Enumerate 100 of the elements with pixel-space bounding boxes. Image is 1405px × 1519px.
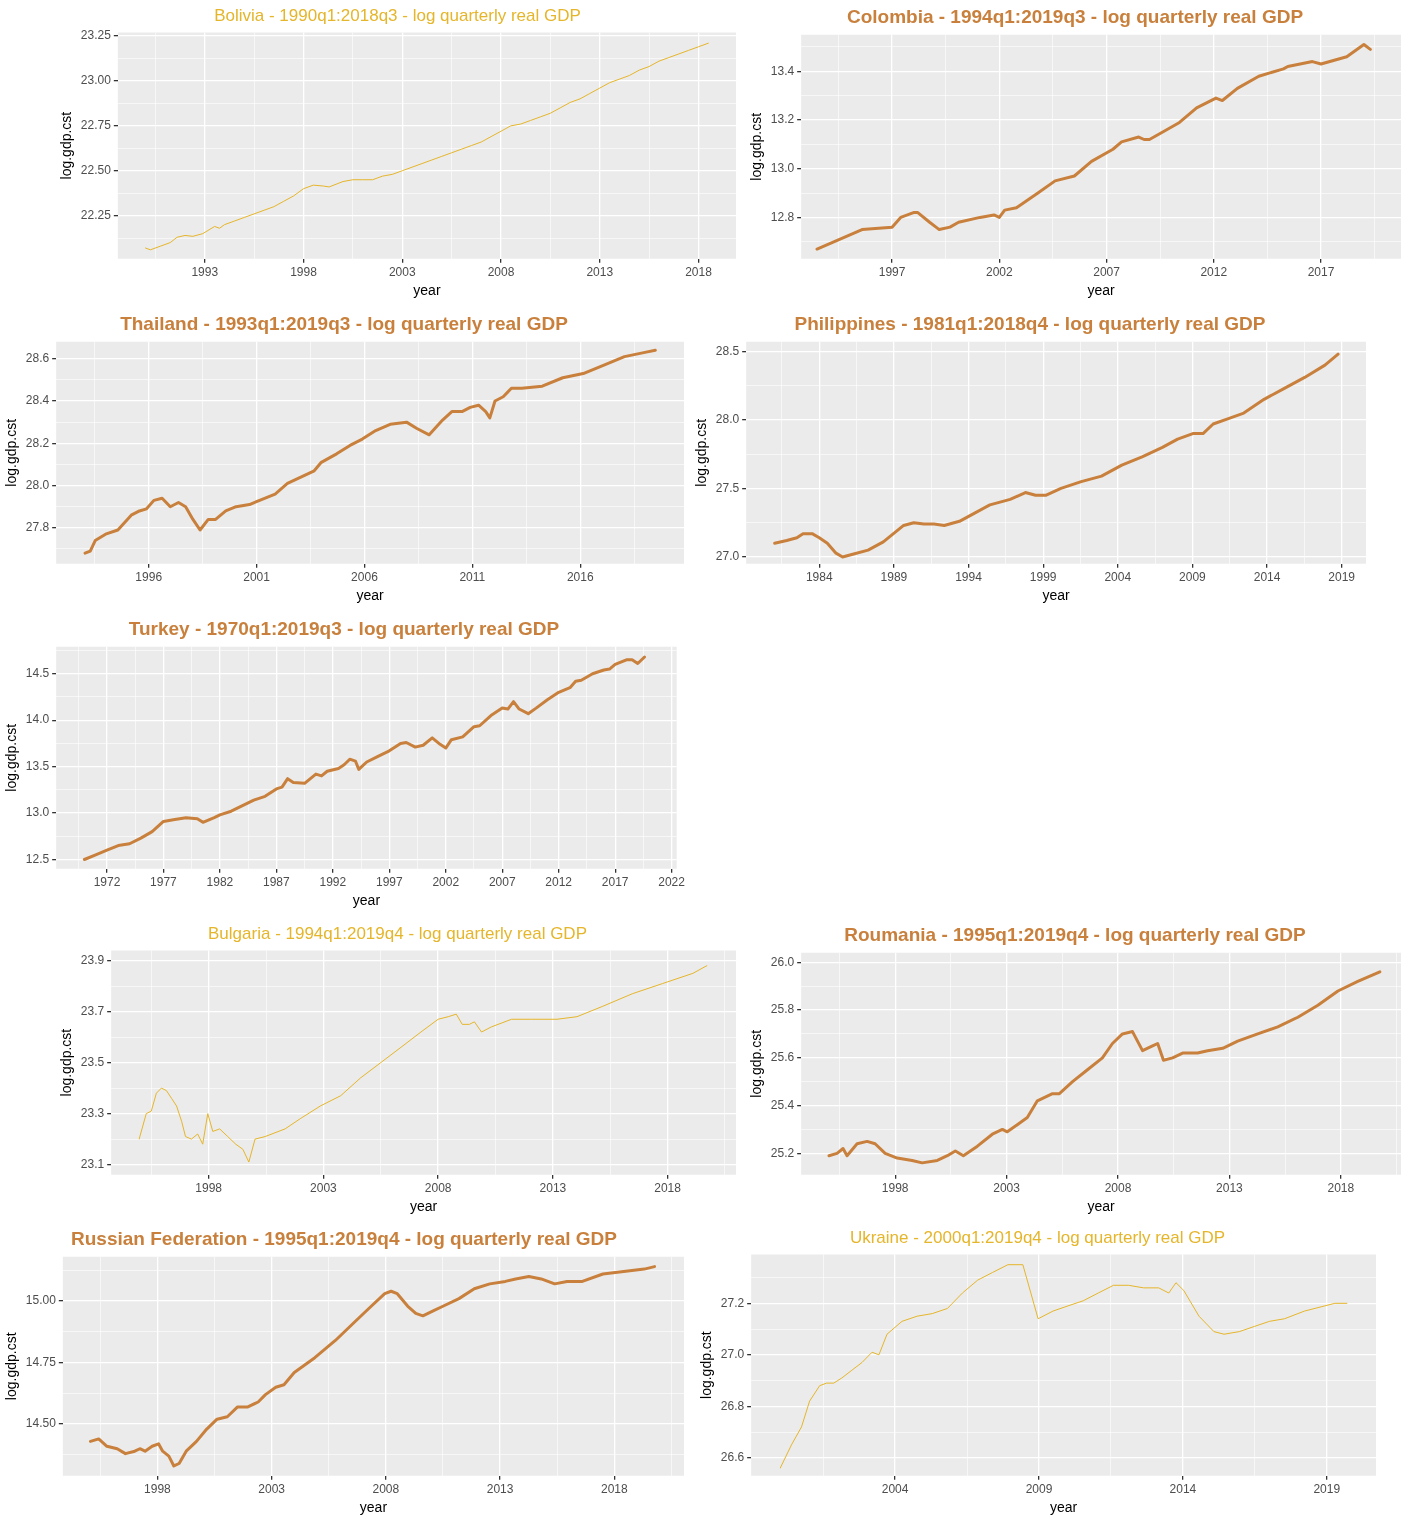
- x-tick-label: 1997: [878, 265, 906, 280]
- x-tick-label: 1994: [955, 570, 983, 585]
- x-tick-label: 2004: [1104, 570, 1132, 585]
- y-tick-label: 23.25: [80, 28, 112, 43]
- x-tick-label: 2003: [258, 1482, 286, 1497]
- y-tick-label: 28.4: [25, 393, 50, 408]
- y-tick-label: 28.6: [25, 351, 50, 366]
- x-tick-label: 2017: [601, 875, 629, 890]
- x-tick-label: 1987: [263, 875, 291, 890]
- x-axis-title: year: [1042, 587, 1071, 604]
- x-tick-label: 1996: [135, 570, 163, 585]
- y-tick-label: 26.0: [770, 954, 795, 969]
- y-tick-label: 26.8: [720, 1398, 745, 1413]
- y-tick-label: 14.5: [25, 666, 50, 681]
- y-tick-label: 15.00: [25, 1293, 57, 1308]
- y-tick-label: 22.75: [80, 118, 112, 133]
- x-tick-label: 1993: [191, 265, 219, 280]
- x-axis-title: year: [1087, 282, 1116, 299]
- chart-title: Russian Federation - 1995q1:2019q4 - log quarterly real GDP: [71, 1227, 618, 1249]
- y-tick-label: 23.1: [80, 1156, 105, 1171]
- y-tick-label: 28.0: [715, 412, 740, 427]
- x-tick-label: 2009: [1025, 1482, 1053, 1497]
- y-axis-title: log.gdp.cst: [748, 1029, 765, 1098]
- y-tick-label: 28.5: [715, 343, 740, 358]
- y-tick-label: 13.4: [770, 63, 795, 78]
- y-tick-label: 23.3: [80, 1105, 105, 1120]
- x-tick-label: 2009: [1179, 570, 1207, 585]
- x-tick-label: 1998: [195, 1181, 223, 1196]
- y-axis-title: log.gdp.cst: [58, 111, 75, 180]
- x-tick-label: 2012: [1200, 265, 1228, 280]
- x-axis-title: year: [359, 1499, 388, 1516]
- x-tick-label: 2001: [243, 570, 271, 585]
- y-tick-label: 22.25: [80, 207, 112, 222]
- y-axis-title: log.gdp.cst: [748, 112, 765, 181]
- x-tick-label: 1998: [290, 265, 318, 280]
- x-tick-label: 1992: [319, 875, 347, 890]
- chart-title: Bulgaria - 1994q1:2019q4 - log quarterly real GDP: [208, 923, 587, 943]
- chart-title: Thailand - 1993q1:2019q3 - log quarterly real GDP: [120, 312, 569, 334]
- x-tick-label: 1998: [144, 1482, 172, 1497]
- x-tick-label: 2013: [539, 1181, 567, 1196]
- chart-title: Colombia - 1994q1:2019q3 - log quarterly real GDP: [846, 5, 1304, 27]
- y-tick-label: 13.5: [25, 758, 50, 773]
- x-tick-label: 2016: [566, 570, 594, 585]
- x-tick-label: 2011: [459, 570, 486, 585]
- y-tick-label: 25.4: [770, 1097, 795, 1112]
- y-tick-label: 25.2: [770, 1145, 795, 1160]
- x-tick-label: 2004: [881, 1482, 909, 1497]
- x-tick-label: 1982: [206, 875, 234, 890]
- x-tick-label: 2014: [1253, 570, 1281, 585]
- y-axis-title: log.gdp.cst: [693, 418, 710, 487]
- y-tick-label: 23.7: [80, 1003, 105, 1018]
- y-tick-label: 23.5: [80, 1054, 105, 1069]
- y-tick-label: 27.8: [25, 520, 50, 535]
- x-tick-label: 2013: [1216, 1181, 1244, 1196]
- y-tick-label: 25.6: [770, 1050, 795, 1065]
- x-tick-label: 2013: [486, 1482, 514, 1497]
- x-tick-label: 2014: [1169, 1482, 1197, 1497]
- chart-title: Roumania - 1995q1:2019q4 - log quarterly real GDP: [844, 923, 1307, 945]
- x-tick-label: 2018: [654, 1181, 682, 1196]
- y-tick-label: 13.0: [25, 805, 50, 820]
- y-tick-label: 12.5: [25, 851, 50, 866]
- x-tick-label: 1972: [93, 875, 121, 890]
- y-tick-label: 28.2: [25, 435, 50, 450]
- x-tick-label: 2002: [432, 875, 460, 890]
- x-axis-title: year: [356, 587, 385, 604]
- y-tick-label: 13.0: [770, 161, 795, 176]
- x-tick-label: 1977: [150, 875, 178, 890]
- x-tick-label: 1989: [880, 570, 908, 585]
- x-tick-label: 2007: [1093, 265, 1121, 280]
- y-tick-label: 14.75: [25, 1354, 57, 1369]
- y-axis-title: log.gdp.cst: [3, 1332, 20, 1401]
- x-tick-label: 2008: [424, 1181, 452, 1196]
- y-axis-title: log.gdp.cst: [58, 1028, 75, 1097]
- y-tick-label: 12.8: [770, 209, 795, 224]
- y-tick-label: 14.0: [25, 712, 50, 727]
- x-tick-label: 1998: [881, 1181, 909, 1196]
- y-tick-label: 23.00: [80, 73, 112, 88]
- x-tick-label: 2008: [487, 265, 515, 280]
- x-axis-title: year: [413, 282, 441, 299]
- y-axis-title: log.gdp.cst: [698, 1331, 715, 1399]
- x-tick-label: 2008: [1104, 1181, 1132, 1196]
- chart-title: Ukraine - 2000q1:2019q4 - log quarterly real GDP: [849, 1227, 1226, 1247]
- x-tick-label: 2008: [372, 1482, 400, 1497]
- x-tick-label: 2007: [488, 875, 516, 890]
- x-axis-title: year: [352, 892, 381, 909]
- y-tick-label: 27.0: [715, 549, 740, 564]
- chart-title: Turkey - 1970q1:2019q3 - log quarterly real GDP: [128, 617, 560, 639]
- x-tick-label: 2018: [685, 265, 713, 280]
- x-tick-label: 1997: [375, 875, 403, 890]
- y-tick-label: 27.2: [720, 1295, 745, 1310]
- x-tick-label: 2002: [985, 265, 1013, 280]
- x-tick-label: 2003: [388, 265, 416, 280]
- y-tick-label: 28.0: [25, 477, 50, 492]
- x-tick-label: 2018: [600, 1482, 628, 1497]
- y-tick-label: 27.5: [715, 480, 740, 495]
- y-tick-label: 22.50: [80, 163, 112, 178]
- x-tick-label: 2019: [1328, 570, 1356, 585]
- x-tick-label: 2018: [1327, 1181, 1355, 1196]
- x-axis-title: year: [1049, 1499, 1078, 1516]
- x-tick-label: 1999: [1029, 570, 1057, 585]
